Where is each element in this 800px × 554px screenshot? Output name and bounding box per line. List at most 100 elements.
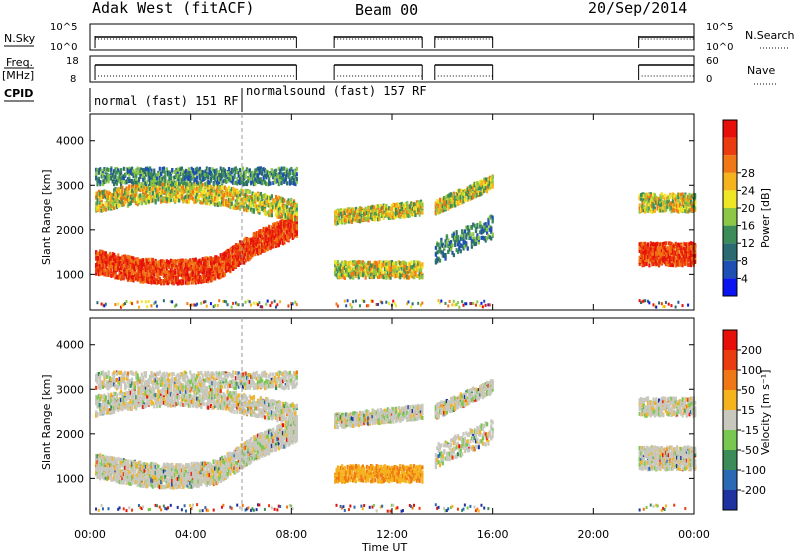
echo-cell	[295, 212, 298, 217]
echo-cell	[124, 257, 127, 262]
echo-cell	[350, 261, 353, 266]
echo-cell	[232, 264, 235, 269]
echo-cell	[178, 272, 181, 277]
echo-cell	[151, 198, 154, 203]
echo-cell	[189, 182, 192, 187]
echo-cell	[137, 198, 141, 203]
echo-cell	[202, 267, 206, 272]
echo-cell	[244, 300, 247, 304]
echo-cell	[97, 251, 101, 256]
echo-cell	[131, 275, 134, 280]
echo-cell	[252, 232, 256, 237]
echo-cell	[262, 194, 265, 199]
echo-cell	[272, 229, 275, 234]
echo-cell	[347, 209, 351, 214]
echo-cell	[354, 274, 358, 279]
nave-label: Nave	[747, 64, 775, 77]
echo-cell	[178, 181, 181, 186]
echo-cell	[254, 168, 257, 173]
echo-cell	[187, 280, 190, 285]
echo-cell	[97, 176, 101, 181]
echo-cell	[185, 258, 188, 263]
echo-cell	[198, 176, 202, 181]
echo-cell	[377, 268, 380, 273]
echo-cell	[121, 197, 124, 202]
echo-cell	[99, 200, 102, 205]
echo-cell	[204, 258, 207, 263]
echo-cell	[121, 175, 124, 180]
echo-cell	[353, 269, 356, 274]
echo-cell	[185, 181, 188, 186]
echo-cell	[126, 195, 130, 200]
echo-cell	[189, 178, 192, 183]
echo-cell	[149, 184, 152, 189]
echo-cell	[160, 171, 163, 176]
echo-cell	[97, 263, 101, 268]
echo-cell	[201, 268, 204, 273]
echo-cell	[280, 198, 283, 203]
echo-cell	[389, 207, 392, 212]
echo-cell	[238, 196, 242, 201]
echo-cell	[182, 272, 185, 277]
echo-cell	[169, 268, 172, 273]
echo-cell	[151, 276, 154, 281]
echo-cell	[162, 299, 165, 303]
echo-cell	[258, 208, 261, 213]
echo-cell	[194, 257, 197, 262]
echo-cell	[187, 197, 190, 202]
echo-cell	[368, 263, 371, 268]
echo-cell	[194, 170, 197, 175]
echo-cell	[233, 265, 236, 270]
echo-cell	[147, 274, 150, 279]
echo-cell	[360, 260, 363, 265]
echo-cell	[151, 279, 154, 284]
echo-cell	[280, 203, 283, 208]
echo-cell	[183, 275, 186, 280]
echo-cell	[99, 250, 102, 255]
echo-cell	[176, 177, 179, 182]
echo-cell	[241, 174, 244, 179]
echo-cell	[151, 271, 154, 276]
echo-cell	[132, 266, 135, 271]
echo-cell	[179, 270, 182, 275]
echo-cell	[164, 181, 167, 186]
echo-cell	[245, 189, 249, 194]
echo-cell	[256, 303, 259, 307]
echo-cell	[232, 190, 235, 195]
echo-cell	[119, 274, 123, 279]
echo-cell	[354, 206, 358, 211]
echo-cell	[193, 258, 196, 263]
echo-cell	[222, 191, 225, 196]
echo-cell	[283, 179, 286, 184]
echo-cell	[196, 279, 199, 284]
echo-cell	[270, 244, 274, 249]
echo-cell	[339, 272, 342, 277]
echo-cell	[175, 280, 178, 285]
echo-cell	[291, 219, 294, 224]
echo-cell	[407, 300, 410, 304]
echo-cell	[133, 270, 136, 275]
echo-cell	[160, 199, 163, 204]
echo-cell	[136, 257, 139, 262]
echo-cell	[237, 243, 240, 248]
echo-cell	[186, 182, 189, 187]
echo-cell	[97, 269, 101, 274]
echo-cell	[107, 259, 110, 264]
echo-cell	[146, 194, 149, 199]
echo-cell	[350, 267, 353, 272]
echo-cell	[191, 270, 195, 275]
echo-cell	[346, 261, 349, 266]
echo-cell	[208, 191, 211, 196]
echo-cell	[158, 170, 161, 175]
echo-cell	[342, 208, 345, 213]
echo-cell	[292, 217, 296, 222]
echo-cell	[258, 250, 261, 255]
echo-cell	[381, 301, 384, 305]
echo-cell	[211, 188, 214, 193]
echo-cell	[234, 180, 238, 185]
echo-cell	[194, 177, 197, 182]
echo-cell	[117, 253, 120, 258]
echo-cell	[122, 276, 125, 281]
echo-cell	[286, 218, 289, 223]
echo-cell	[128, 166, 131, 171]
